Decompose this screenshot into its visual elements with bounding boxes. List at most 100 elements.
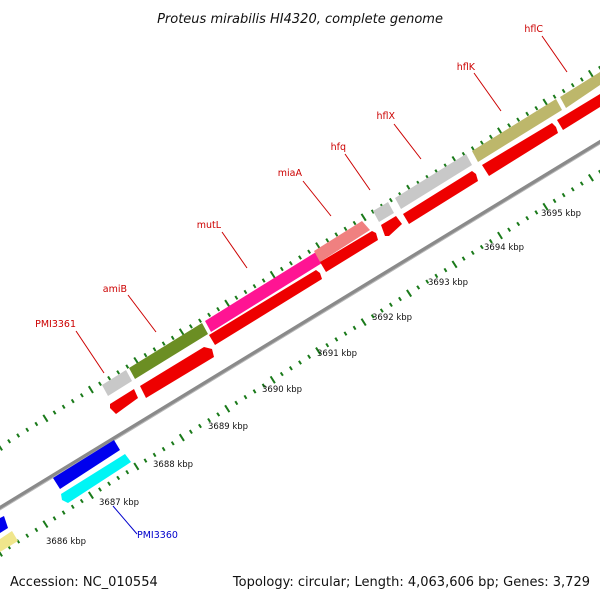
tick-mark — [61, 510, 66, 515]
tick-mark — [87, 385, 94, 394]
gene-pmi3361[interactable] — [102, 370, 132, 396]
tick-mark — [370, 314, 375, 319]
kbp-label: 3688 kbp — [153, 460, 193, 470]
tick-mark — [360, 318, 367, 327]
label-pmi3360[interactable]: PMI3360 — [137, 530, 178, 541]
tick-mark — [507, 123, 512, 128]
tick-mark — [234, 400, 239, 406]
tick-mark — [488, 134, 493, 140]
tick-mark — [288, 366, 293, 371]
tick-mark — [570, 82, 575, 88]
gene-hflc[interactable] — [560, 72, 600, 108]
tick-mark — [152, 452, 157, 458]
tick-mark — [434, 273, 439, 279]
tick-mark — [298, 255, 302, 260]
cds-track — [110, 94, 600, 414]
tick-mark — [170, 335, 175, 341]
label-pmi3361[interactable]: PMI3361 — [35, 319, 76, 330]
cds-hflx[interactable] — [403, 171, 478, 224]
gene-labels: PMI3361 amiB mutL miaA hfq hflX hflK hfl… — [35, 24, 543, 541]
label-mutl[interactable]: mutL — [197, 220, 222, 231]
tick-mark — [107, 375, 112, 381]
tick-mark — [224, 404, 231, 413]
tick-mark — [388, 197, 393, 203]
tick-mark — [216, 412, 221, 417]
tick-mark — [325, 342, 330, 348]
tick-mark — [261, 383, 266, 388]
tick-mark — [525, 111, 530, 117]
cds-hflk[interactable] — [482, 123, 558, 176]
cds-miaa[interactable] — [320, 231, 378, 272]
gene-left-blue[interactable] — [0, 516, 8, 533]
tick-mark — [587, 173, 594, 182]
gene-callouts — [75, 35, 568, 535]
tick-mark — [143, 458, 148, 463]
tick-mark — [70, 398, 75, 404]
tick-mark — [507, 227, 512, 232]
accession-text: Accession: NC_010554 — [10, 575, 158, 590]
tick-mark — [188, 324, 193, 329]
tick-track-lower — [0, 169, 600, 557]
topology-text: Topology: circular; Length: 4,063,606 bp… — [232, 575, 590, 590]
gene-hfq[interactable] — [373, 202, 394, 222]
tick-mark — [443, 267, 448, 273]
label-hflk[interactable]: hflK — [457, 62, 476, 73]
tick-mark — [370, 209, 375, 214]
tick-mark — [243, 394, 248, 400]
gene-mutl[interactable] — [205, 252, 322, 332]
tick-mark — [525, 215, 530, 221]
tick-mark — [98, 487, 102, 492]
label-miaa[interactable]: miaA — [278, 168, 303, 179]
gene-pmi3360[interactable] — [53, 440, 120, 489]
tick-mark — [207, 312, 212, 318]
tick-mark — [42, 414, 49, 423]
tick-mark — [198, 423, 202, 429]
tick-mark — [470, 146, 475, 151]
cds-pmi3361[interactable] — [110, 389, 138, 414]
cds-hflc[interactable] — [557, 94, 600, 130]
tick-mark — [425, 279, 430, 284]
tick-mark — [107, 481, 112, 486]
kbp-labels: 3686 kbp 3687 kbp 3688 kbp 3689 kbp 3690… — [46, 209, 581, 547]
tick-mark — [25, 533, 30, 538]
tick-mark — [598, 65, 600, 70]
gene-miaa[interactable] — [314, 221, 370, 262]
label-hfq[interactable]: hfq — [331, 142, 346, 153]
cds-pmi3360[interactable] — [61, 454, 131, 503]
label-hflc[interactable]: hflC — [524, 24, 543, 35]
tick-mark — [34, 527, 39, 533]
tick-mark — [52, 410, 57, 415]
gene-hflk[interactable] — [472, 99, 562, 162]
cds-amib[interactable] — [140, 347, 214, 398]
tick-mark — [79, 393, 84, 398]
label-amib[interactable]: amiB — [103, 284, 127, 295]
tick-mark — [125, 469, 130, 475]
tick-mark — [188, 429, 193, 435]
tick-mark — [479, 140, 484, 145]
gene-left-tan[interactable] — [0, 531, 18, 552]
tick-mark — [479, 244, 484, 250]
tick-mark — [398, 296, 402, 302]
gene-amib[interactable] — [129, 323, 208, 379]
tick-mark — [116, 475, 121, 481]
tick-mark — [461, 256, 466, 261]
cds-hfq[interactable] — [381, 216, 402, 236]
kbp-label: 3695 kbp — [541, 209, 581, 219]
tick-mark — [343, 331, 348, 336]
tick-mark — [352, 325, 357, 331]
label-hflx[interactable]: hflX — [376, 111, 395, 122]
cds-mutl[interactable] — [209, 270, 322, 345]
kbp-label: 3692 kbp — [372, 313, 412, 323]
gene-hflx[interactable] — [395, 154, 472, 209]
tick-mark — [298, 360, 302, 365]
tick-mark — [534, 105, 539, 111]
tick-mark — [152, 347, 157, 352]
tick-mark — [98, 381, 102, 387]
tick-mark — [307, 354, 312, 359]
tick-mark — [488, 239, 493, 244]
map-title: Proteus mirabilis HI4320, complete genom… — [157, 12, 443, 27]
tick-mark — [243, 289, 248, 295]
tick-mark — [170, 441, 175, 446]
kbp-label: 3694 kbp — [484, 243, 524, 253]
tick-mark — [325, 238, 330, 243]
